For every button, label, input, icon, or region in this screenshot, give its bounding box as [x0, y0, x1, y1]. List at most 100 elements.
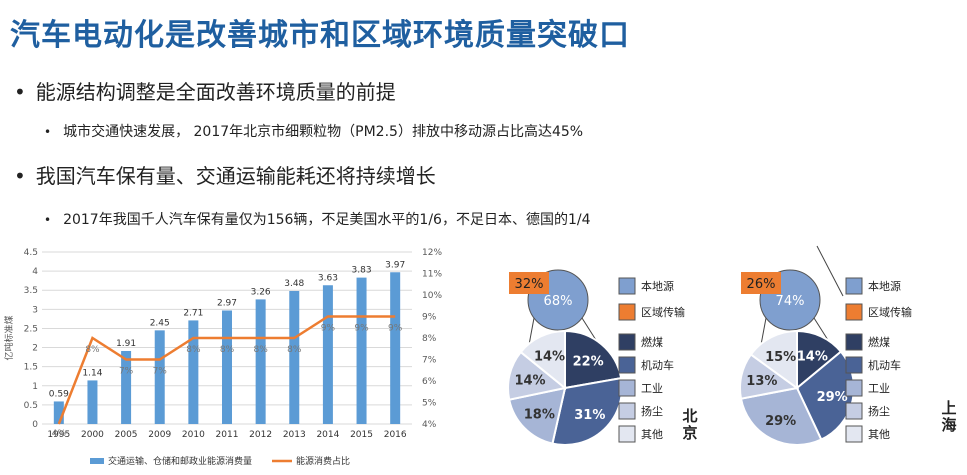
- bar-value-label: 3.63: [318, 273, 338, 283]
- x-tick-label: 2012: [249, 430, 272, 440]
- bullet-dot: •: [44, 213, 52, 227]
- y-right-tick-label: 11%: [422, 270, 442, 280]
- x-tick-label: 2009: [148, 430, 171, 440]
- x-tick-label: 2011: [216, 430, 239, 440]
- line-value-label: 8%: [253, 345, 268, 355]
- legend-other-swatch: [845, 425, 863, 443]
- legend-vehicle-swatch: [845, 356, 863, 374]
- bullet-2-sub: • 2017年我国千人汽车保有量仅为156辆，不足美国水平的1/6，不足日本、德国…: [44, 209, 591, 229]
- legend-coal-swatch: [845, 333, 863, 351]
- bar-value-label: 2.97: [217, 298, 237, 308]
- line-value-label: 9%: [388, 324, 403, 334]
- legend-coal-swatch: [618, 333, 636, 351]
- bullet-dot: •: [14, 80, 26, 104]
- pie-slice-regional: [509, 272, 549, 294]
- page-title: 汽车电动化是改善城市和区域环境质量突破口: [10, 18, 630, 53]
- bar-value-label: 1.91: [116, 339, 136, 349]
- legend-coal-label: 燃煤: [641, 335, 663, 349]
- bar-value-label: 2.45: [150, 318, 170, 328]
- y-left-tick-label: 4.5: [24, 248, 38, 258]
- legend-label-bar: 交通运输、仓储和邮政业能源消费量: [108, 455, 252, 467]
- legend-industry-label: 工业: [868, 382, 890, 395]
- bullet-2-sub-text: 2017年我国千人汽车保有量仅为156辆，不足美国水平的1/6，不足日本、德国的…: [63, 212, 591, 228]
- bar-value-label: 3.83: [352, 266, 372, 276]
- legend-dust-label: 扬尘: [868, 404, 890, 418]
- legend-local-label: 本地源: [641, 279, 674, 293]
- y-left-tick-label: 0: [32, 420, 38, 430]
- x-tick-label: 2016: [384, 430, 407, 440]
- pie-label-local: 74%: [776, 294, 805, 309]
- bullet-dot: •: [44, 125, 52, 139]
- bar: [322, 285, 333, 424]
- legend-coal-label: 燃煤: [868, 335, 890, 349]
- bar: [121, 350, 132, 424]
- pie-label-regional: 32%: [515, 277, 544, 292]
- x-tick-label: 2005: [115, 430, 138, 440]
- legend-dust-swatch: [618, 402, 636, 420]
- bullet-1-sub-text: 城市交通快速发展， 2017年北京市细颗粒物（PM2.5）排放中移动源占比高达4…: [63, 124, 584, 140]
- line-value-label: 9%: [321, 324, 336, 334]
- y-right-tick-label: 4%: [422, 420, 437, 430]
- pie-label-source: 29%: [765, 414, 796, 429]
- y-left-tick-label: 2.5: [24, 324, 38, 334]
- bar: [222, 310, 232, 424]
- y-left-tick-label: 1: [32, 382, 38, 392]
- city-label-beijing: 北京: [682, 407, 698, 442]
- pie-label-source: 15%: [765, 350, 796, 365]
- pie-label-source: 29%: [817, 390, 848, 405]
- pie-label-source: 22%: [573, 354, 604, 369]
- bar: [53, 401, 64, 424]
- y-left-tick-label: 0.5: [24, 401, 38, 411]
- bullet-2: • 我国汽车保有量、交通运输能耗还将持续增长: [14, 160, 436, 189]
- pie-label-source: 18%: [524, 407, 555, 422]
- legend-swatch-bar: [90, 458, 104, 464]
- pm25-source-pies: 68%32% 22% 31% 18% 14% 14% 74%26% 14% 29% 29% 13% 1…: [507, 245, 912, 446]
- bar: [390, 272, 401, 424]
- y-right-tick-label: 8%: [422, 334, 437, 344]
- energy-combo-chart: 0 0.5 1 1.5 2 2.5 3 3.5 4 4.5 4% 5% 6% 7% 8% 9% 10% 11% 12…: [3, 248, 442, 467]
- legend-regional-swatch: [618, 303, 636, 321]
- legend-industry-swatch: [845, 379, 863, 397]
- bar-value-label: 2.71: [183, 308, 203, 318]
- bar-value-label: 3.48: [284, 279, 304, 289]
- pie-label-local: 68%: [544, 294, 573, 309]
- legend-local-swatch: [618, 277, 636, 295]
- bar: [289, 290, 300, 424]
- legend-regional-label: 区域传输: [868, 305, 912, 319]
- x-tick-label: 2014: [316, 430, 339, 440]
- y-left-tick-label: 1.5: [24, 363, 38, 373]
- y-axis-label: 亿吨标准煤: [3, 315, 15, 360]
- line-value-label: 7%: [119, 367, 134, 377]
- pie-label-source: 14%: [797, 349, 828, 364]
- legend-dust-swatch: [845, 402, 863, 420]
- y-right-tick-label: 7%: [422, 356, 437, 366]
- y-right-tick-label: 9%: [422, 313, 437, 323]
- pie-label-regional: 26%: [747, 277, 776, 292]
- bar: [154, 330, 165, 424]
- bar-value-label: 0.59: [49, 389, 69, 399]
- legend-local-label: 本地源: [868, 279, 901, 293]
- legend-vehicle-label: 机动车: [641, 358, 674, 372]
- line-value-label: 8%: [287, 345, 302, 355]
- bar-value-label: 3.97: [385, 260, 405, 270]
- y-right-tick-label: 5%: [422, 399, 437, 409]
- legend-label-line: 能源消费占比: [296, 455, 350, 467]
- pie-label-source: 31%: [574, 408, 605, 423]
- x-tick-label: 2000: [81, 430, 104, 440]
- bar-value-label: 1.14: [82, 368, 102, 378]
- line-value-label: 8%: [85, 345, 100, 355]
- y-left-tick-label: 4: [32, 267, 38, 277]
- city-label-shanghai: 上海: [941, 399, 957, 434]
- legend-regional-label: 区域传输: [641, 305, 685, 319]
- legend-other-label: 其他: [641, 428, 663, 441]
- bar: [188, 320, 199, 424]
- line-value-label: 8%: [220, 345, 235, 355]
- legend-vehicle-swatch: [618, 356, 636, 374]
- pie-slice-source: [519, 329, 566, 391]
- line-value-label: 9%: [354, 324, 369, 334]
- x-tick-label: 2010: [182, 430, 205, 440]
- line-series-energy-share: [57, 315, 396, 425]
- pie-slice-source: [508, 386, 567, 445]
- line-value-label: 7%: [153, 367, 168, 377]
- y-left-tick-label: 2: [32, 344, 38, 354]
